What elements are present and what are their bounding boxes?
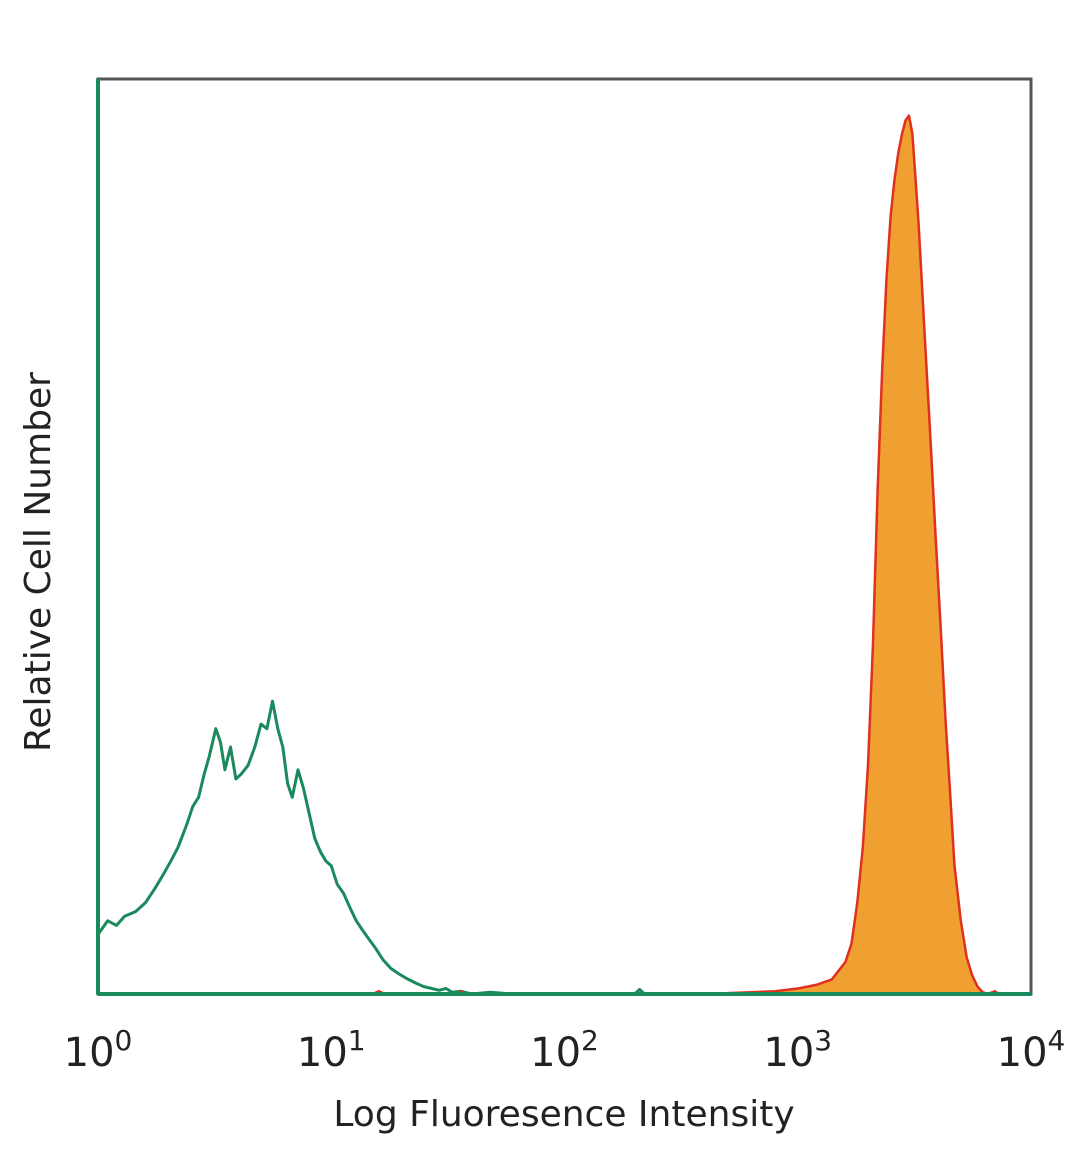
y-axis-label: Relative Cell Number: [18, 372, 59, 752]
x-axis-label: Log Fluoresence Intensity: [333, 1094, 794, 1135]
x-tick-label: 103: [763, 1024, 832, 1076]
x-tick-labels: 100 101 102 103 104: [64, 1024, 1066, 1076]
outline-histogram-series: [96, 699, 1031, 996]
series-layer: [96, 114, 1033, 996]
filled-histogram-series: [96, 114, 1033, 996]
x-tick-label: 102: [530, 1024, 599, 1076]
x-tick-label: 101: [297, 1024, 366, 1076]
x-tick-label: 104: [997, 1024, 1066, 1076]
x-tick-label: 100: [64, 1024, 133, 1076]
